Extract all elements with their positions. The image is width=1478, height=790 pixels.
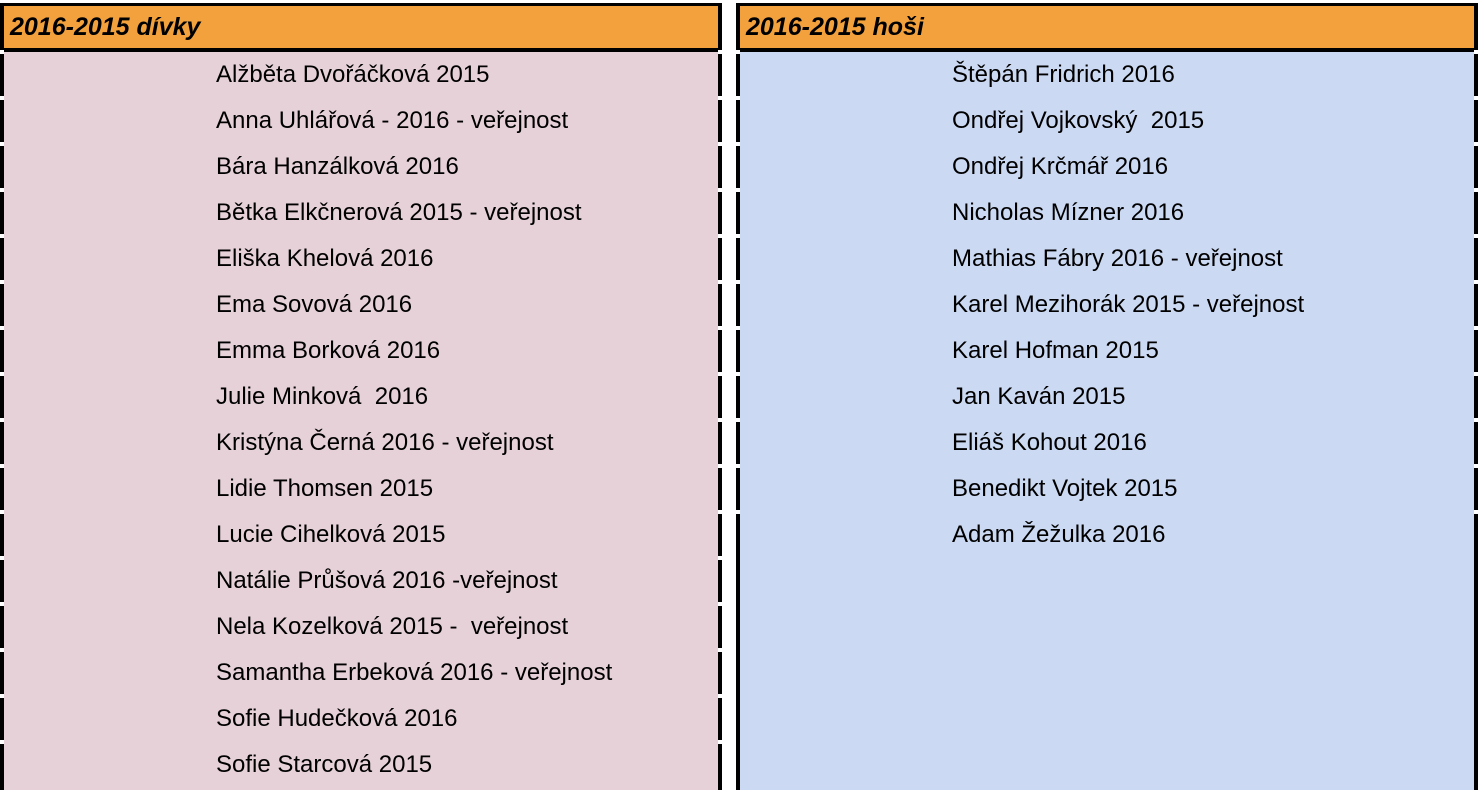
name-row: Julie Minková 2016 xyxy=(0,372,722,420)
name-row: Lucie Cihelková 2015 xyxy=(0,510,722,558)
name-row: Štěpán Fridrich 2016 xyxy=(736,50,1478,98)
name-row: Sofie Starcová 2015 xyxy=(0,740,722,788)
name-row: Karel Mezihorák 2015 - veřejnost xyxy=(736,280,1478,328)
name-row: Nela Kozelková 2015 - veřejnost xyxy=(0,602,722,650)
name-row: Lidie Thomsen 2015 xyxy=(0,464,722,512)
girls-panel: 2016-2015 dívky Alžběta Dvořáčková 2015 A… xyxy=(0,3,722,790)
panel-title: 2016-2015 hoši xyxy=(740,3,1474,52)
name-row: Bětka Elkčnerová 2015 - veřejnost xyxy=(0,188,722,236)
name-row: Adam Žežulka 2016 xyxy=(736,510,1478,558)
name-row: Alžběta Dvořáčková 2015 xyxy=(0,50,722,98)
name-row: Ondřej Vojkovský 2015 xyxy=(736,96,1478,144)
name-row: Anna Uhlářová - 2016 - veřejnost xyxy=(0,96,722,144)
name-row: Karel Hofman 2015 xyxy=(736,326,1478,374)
name-row: Natálie Průšová 2016 -veřejnost xyxy=(0,556,722,604)
name-row: Nicholas Mízner 2016 xyxy=(736,188,1478,236)
name-row: Eliáš Kohout 2016 xyxy=(736,418,1478,466)
name-row: Ondřej Krčmář 2016 xyxy=(736,142,1478,190)
name-row: Eliška Khelová 2016 xyxy=(0,234,722,282)
name-row: Emma Borková 2016 xyxy=(0,326,722,374)
name-row: Kristýna Černá 2016 - veřejnost xyxy=(0,418,722,466)
name-row: Ema Sovová 2016 xyxy=(0,280,722,328)
name-row: Samantha Erbeková 2016 - veřejnost xyxy=(0,648,722,696)
boys-panel: 2016-2015 hoši Štěpán Fridrich 2016 Ondře… xyxy=(736,3,1478,790)
panel-title: 2016-2015 dívky xyxy=(4,3,718,52)
name-row: Mathias Fábry 2016 - veřejnost xyxy=(736,234,1478,282)
name-row: Bára Hanzálková 2016 xyxy=(0,142,722,190)
name-row: Jan Kaván 2015 xyxy=(736,372,1478,420)
name-row: Sofie Hudečková 2016 xyxy=(0,694,722,742)
name-row: Benedikt Vojtek 2015 xyxy=(736,464,1478,512)
